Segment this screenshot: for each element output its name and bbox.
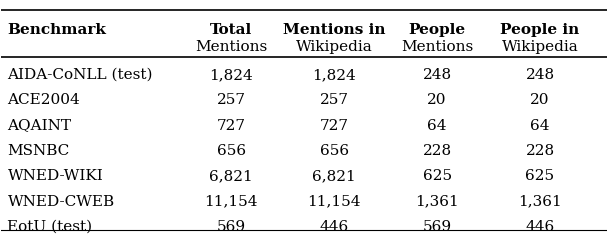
Text: Benchmark: Benchmark — [7, 23, 106, 37]
Text: 248: 248 — [525, 68, 554, 82]
Text: 446: 446 — [525, 220, 554, 234]
Text: 64: 64 — [427, 119, 447, 133]
Text: EotU (test): EotU (test) — [7, 220, 92, 234]
Text: 248: 248 — [423, 68, 452, 82]
Text: 257: 257 — [217, 93, 246, 107]
Text: 727: 727 — [217, 119, 246, 133]
Text: 656: 656 — [217, 144, 246, 158]
Text: AQAINT: AQAINT — [7, 119, 72, 133]
Text: 228: 228 — [423, 144, 452, 158]
Text: 569: 569 — [217, 220, 246, 234]
Text: Mentions: Mentions — [195, 40, 268, 54]
Text: WNED-WIKI: WNED-WIKI — [7, 169, 103, 183]
Text: Mentions: Mentions — [401, 40, 473, 54]
Text: 6,821: 6,821 — [210, 169, 254, 183]
Text: 11,154: 11,154 — [308, 195, 361, 209]
Text: 257: 257 — [320, 93, 349, 107]
Text: 1,361: 1,361 — [518, 195, 562, 209]
Text: 446: 446 — [320, 220, 349, 234]
Text: 20: 20 — [530, 93, 550, 107]
Text: 64: 64 — [530, 119, 550, 133]
Text: 656: 656 — [320, 144, 349, 158]
Text: 11,154: 11,154 — [205, 195, 258, 209]
Text: MSNBC: MSNBC — [7, 144, 70, 158]
Text: 625: 625 — [423, 169, 452, 183]
Text: Wikipedia: Wikipedia — [502, 40, 578, 54]
Text: Mentions in: Mentions in — [283, 23, 385, 37]
Text: 569: 569 — [423, 220, 452, 234]
Text: 6,821: 6,821 — [313, 169, 356, 183]
Text: People in: People in — [500, 23, 579, 37]
Text: ACE2004: ACE2004 — [7, 93, 80, 107]
Text: Total: Total — [210, 23, 252, 37]
Text: AIDA-CoNLL (test): AIDA-CoNLL (test) — [7, 68, 153, 82]
Text: 727: 727 — [320, 119, 349, 133]
Text: 1,361: 1,361 — [415, 195, 459, 209]
Text: 1,824: 1,824 — [210, 68, 254, 82]
Text: Wikipedia: Wikipedia — [296, 40, 373, 54]
Text: WNED-CWEB: WNED-CWEB — [7, 195, 114, 209]
Text: 625: 625 — [525, 169, 554, 183]
Text: 20: 20 — [427, 93, 447, 107]
Text: People: People — [409, 23, 466, 37]
Text: 228: 228 — [525, 144, 554, 158]
Text: 1,824: 1,824 — [313, 68, 356, 82]
